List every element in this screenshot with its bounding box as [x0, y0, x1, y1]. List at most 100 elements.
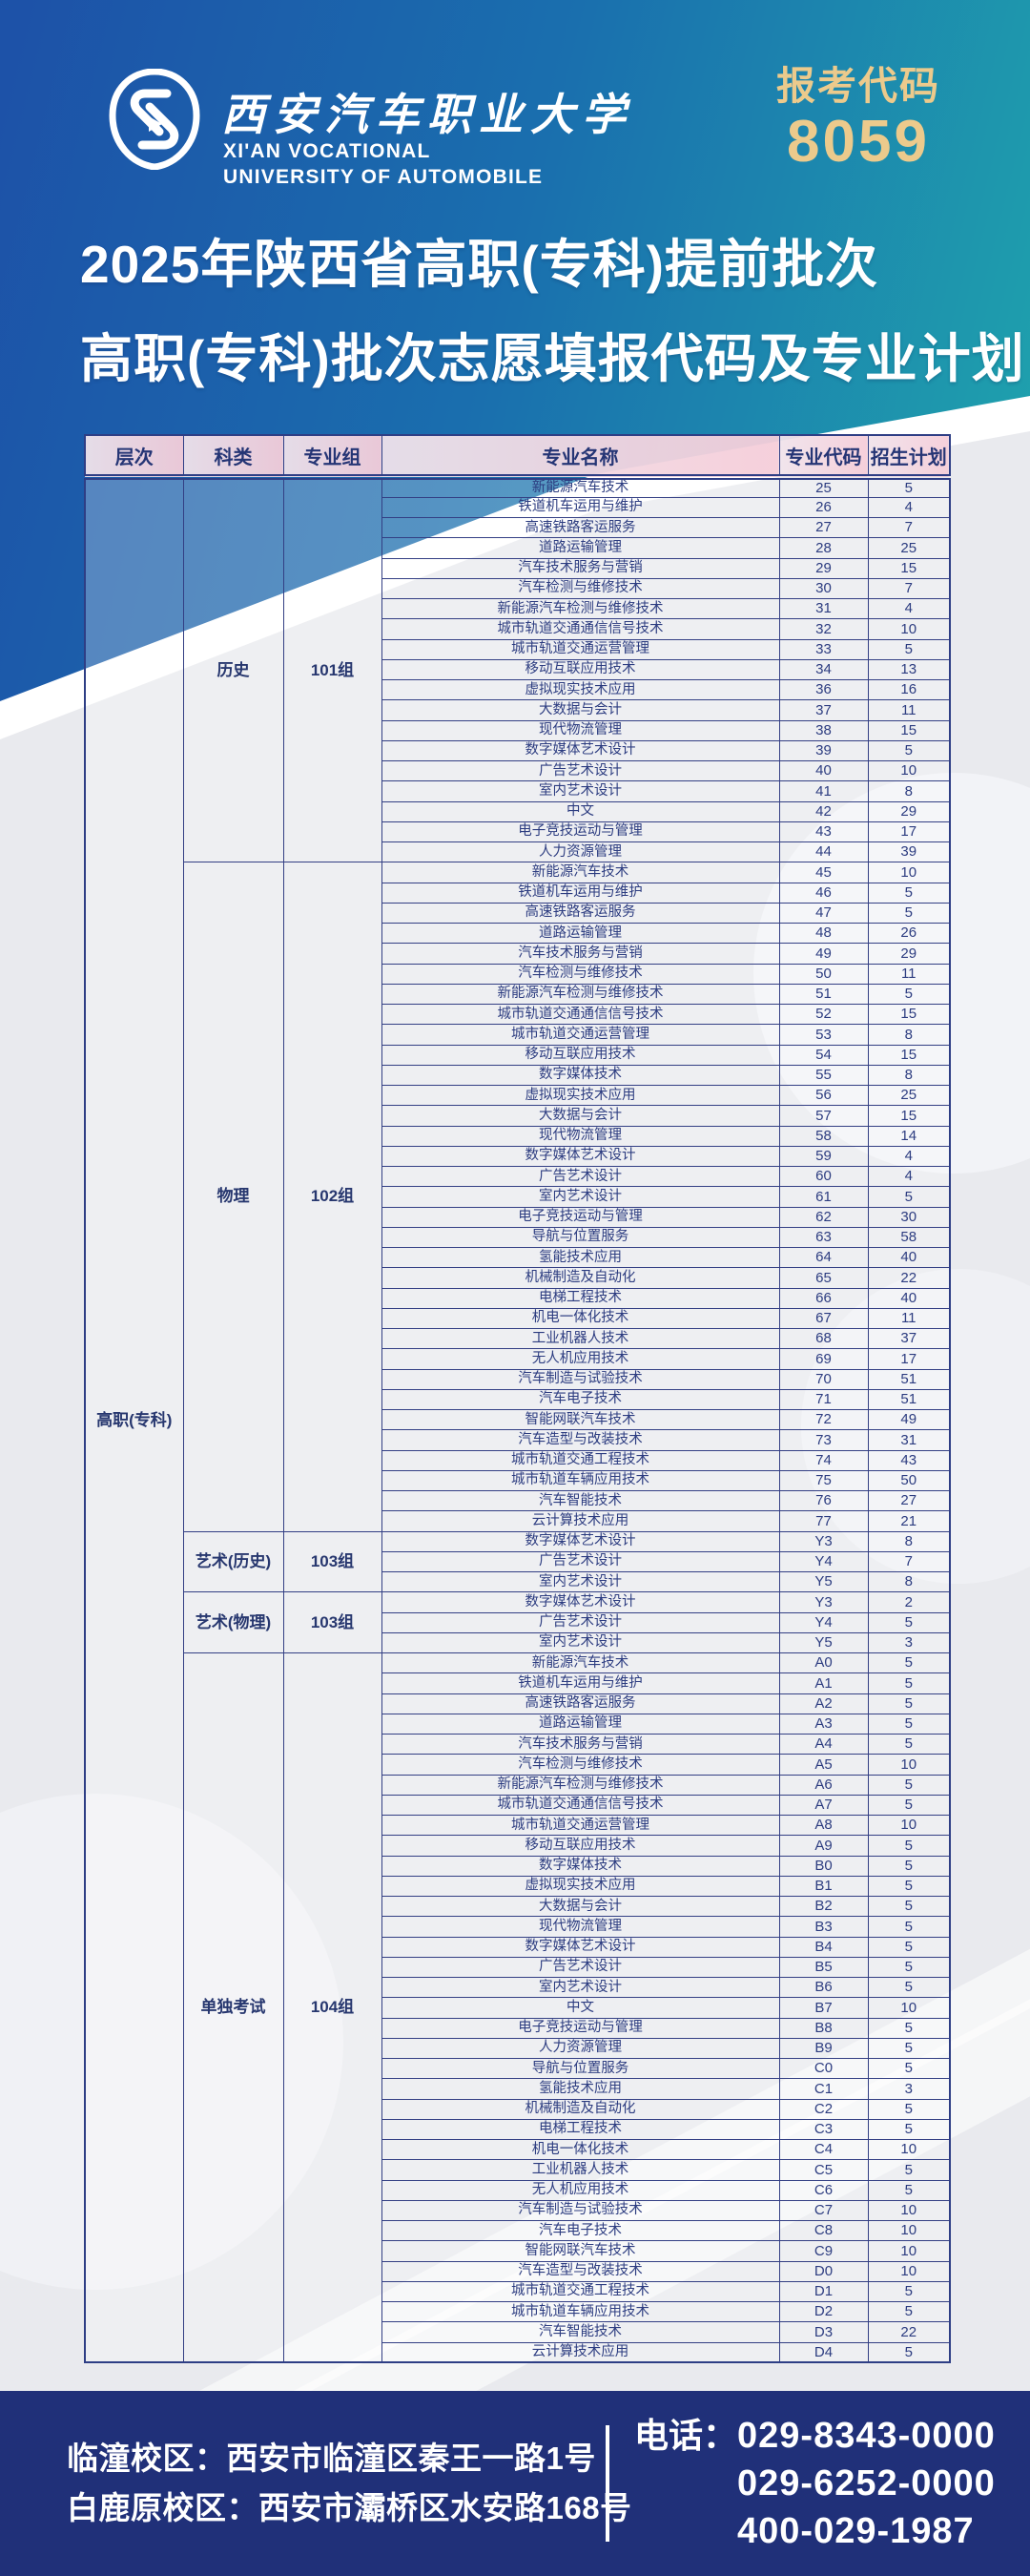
- major-cell: 道路运输管理: [381, 922, 780, 945]
- table-row: 智能网联汽车技术 72 49: [85, 1408, 951, 1431]
- major-cell: 氢能技术应用: [381, 1246, 780, 1269]
- code-cell: D0: [778, 2260, 869, 2282]
- table-row: 电梯工程技术 C3 5: [85, 2118, 951, 2141]
- major-cell: 高速铁路客运服务: [381, 902, 780, 924]
- major-cell: 汽车制造与试验技术: [381, 2199, 780, 2222]
- code-cell: 55: [778, 1064, 869, 1087]
- table-row: 道路运输管理 A3 5: [85, 1713, 951, 1735]
- code-cell: 62: [778, 1206, 869, 1228]
- code-cell: D2: [778, 2300, 869, 2323]
- plan-cell: 5: [867, 1733, 951, 1755]
- table-row: 大数据与会计 57 15: [85, 1105, 951, 1127]
- plan-cell: 5: [867, 1916, 951, 1938]
- major-cell: 电子竞技运动与管理: [381, 1206, 780, 1228]
- major-cell: 智能网联汽车技术: [381, 1408, 780, 1431]
- code-cell: 70: [778, 1368, 869, 1390]
- table-row: 广告艺术设计 60 4: [85, 1165, 951, 1188]
- code-cell: 38: [778, 719, 869, 741]
- plan-table: 层次 科类 专业组 专业名称 专业代码 招生计划 高职(专科) 历史 101组 新能源…: [84, 434, 951, 2364]
- plan-cell: 5: [867, 1774, 951, 1796]
- plan-cell: 5: [867, 1875, 951, 1898]
- code-cell: 25: [778, 476, 869, 498]
- code-cell: 63: [778, 1226, 869, 1249]
- table-row: 智能网联汽车技术 C9 10: [85, 2240, 951, 2262]
- plan-cell: 5: [867, 638, 951, 660]
- plan-cell: 17: [867, 1348, 951, 1370]
- plan-cell: 7: [867, 577, 951, 600]
- major-cell: 虚拟现实技术应用: [381, 1875, 780, 1898]
- table-row: 虚拟现实技术应用 B1 5: [85, 1875, 951, 1898]
- plan-cell: 8: [867, 1570, 951, 1593]
- plan-cell: 5: [867, 1956, 951, 1979]
- table-row: 虚拟现实技术应用 36 16: [85, 678, 951, 701]
- major-cell: 机械制造及自动化: [381, 2098, 780, 2120]
- plan-cell: 15: [867, 1003, 951, 1026]
- code-cell: D4: [778, 2341, 869, 2363]
- plan-cell: 10: [867, 2138, 951, 2161]
- code-cell: B9: [778, 2037, 869, 2060]
- col-header-plan: 招生计划: [867, 434, 951, 480]
- code-cell: Y4: [778, 1611, 869, 1633]
- university-logo-icon: [107, 68, 202, 171]
- table-row: 汽车造型与改装技术 73 31: [85, 1429, 951, 1451]
- table-row: 移动互联应用技术 54 15: [85, 1044, 951, 1066]
- table-row: 机电一体化技术 C4 10: [85, 2138, 951, 2161]
- plan-cell: 4: [867, 496, 951, 519]
- table-row: 汽车电子技术 C8 10: [85, 2219, 951, 2242]
- plan-cell: 14: [867, 1125, 951, 1147]
- code-cell: 64: [778, 1246, 869, 1269]
- major-cell: 大数据与会计: [381, 1105, 780, 1127]
- code-cell: B5: [778, 1956, 869, 1979]
- major-cell: 汽车造型与改装技术: [381, 1429, 780, 1451]
- plan-cell: 58: [867, 1226, 951, 1249]
- table-row: 室内艺术设计 41 8: [85, 780, 951, 802]
- plan-cell: 8: [867, 780, 951, 802]
- plan-cell: 15: [867, 1044, 951, 1066]
- group-cell: 103组: [282, 1591, 382, 1653]
- code-cell: 29: [778, 557, 869, 579]
- major-cell: 数字媒体技术: [381, 1855, 780, 1877]
- table-row: 新能源汽车检测与维修技术 A6 5: [85, 1774, 951, 1796]
- code-cell: B6: [778, 1976, 869, 1999]
- plan-cell: 26: [867, 922, 951, 945]
- code-cell: C8: [778, 2219, 869, 2242]
- plan-cell: 31: [867, 1429, 951, 1451]
- phone-number-2: 029-6252-0000: [737, 2463, 996, 2503]
- code-cell: 40: [778, 759, 869, 782]
- application-code-label: 报考代码: [776, 64, 940, 108]
- plan-cell: 29: [867, 800, 951, 822]
- major-cell: 广告艺术设计: [381, 759, 780, 782]
- major-cell: 汽车技术服务与营销: [381, 943, 780, 965]
- code-cell: 44: [778, 841, 869, 863]
- table-row: 电子竞技运动与管理 62 30: [85, 1206, 951, 1228]
- university-name-cn: 西安汽车职业大学: [221, 90, 633, 139]
- plan-cell: 5: [867, 1835, 951, 1857]
- plan-cell: 5: [867, 902, 951, 924]
- code-cell: 48: [778, 922, 869, 945]
- code-cell: 27: [778, 516, 869, 539]
- code-cell: D3: [778, 2321, 869, 2343]
- plan-cell: 10: [867, 1814, 951, 1837]
- table-row: 电子竞技运动与管理 B8 5: [85, 2017, 951, 2039]
- plan-cell: 4: [867, 597, 951, 620]
- campus-addresses: 临潼校区：西安市临潼区秦王一路1号 白鹿原校区：西安市灞桥区水安路168号: [67, 2434, 631, 2533]
- code-cell: 32: [778, 618, 869, 640]
- major-cell: 工业机器人技术: [381, 1327, 780, 1350]
- major-cell: 城市轨道交通通信信号技术: [381, 618, 780, 640]
- major-cell: 人力资源管理: [381, 841, 780, 863]
- plan-cell: 10: [867, 2199, 951, 2222]
- plan-cell: 5: [867, 1895, 951, 1918]
- major-cell: 广告艺术设计: [381, 1611, 780, 1633]
- major-cell: 无人机应用技术: [381, 1348, 780, 1370]
- plan-cell: 5: [867, 2017, 951, 2039]
- table-row: 现代物流管理 58 14: [85, 1125, 951, 1147]
- major-cell: 智能网联汽车技术: [381, 2240, 780, 2262]
- code-cell: 30: [778, 577, 869, 600]
- code-cell: A0: [778, 1652, 869, 1674]
- major-cell: 铁道机车运用与维护: [381, 882, 780, 904]
- plan-cell: 5: [867, 2057, 951, 2080]
- table-row: 汽车智能技术 76 27: [85, 1489, 951, 1512]
- plan-cell: 51: [867, 1368, 951, 1390]
- table-row: 导航与位置服务 63 58: [85, 1226, 951, 1249]
